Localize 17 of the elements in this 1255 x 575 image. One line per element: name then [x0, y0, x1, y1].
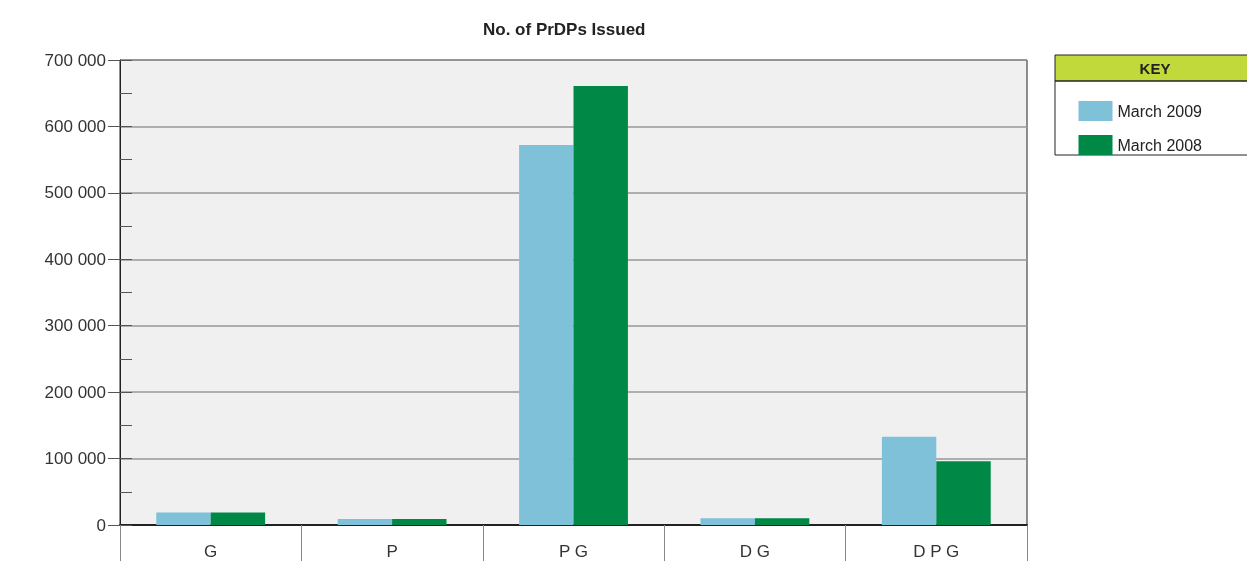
y-tick-label: 500 000 — [44, 183, 106, 203]
x-tick-label: D P G — [913, 542, 960, 561]
y-tick-label: 200 000 — [44, 382, 106, 402]
y-tick-label: 400 000 — [44, 249, 106, 269]
y-tick-label: 100 000 — [44, 449, 106, 469]
x-tick-label: P — [386, 542, 398, 561]
y-tick-label: 300 000 — [44, 316, 106, 336]
legend-title: KEY — [1139, 59, 1171, 77]
y-tick-label: 600 000 — [44, 116, 106, 136]
x-tick-label: D G — [739, 542, 771, 561]
x-tick-label: G — [204, 542, 218, 561]
legend-label: March 2009 — [1117, 102, 1203, 120]
chart-title: No. of PrDPs Issued — [483, 20, 646, 39]
y-tick-label: 0 — [96, 515, 106, 535]
x-tick-label: P G — [559, 542, 588, 561]
legend-label: March 2008 — [1117, 136, 1203, 154]
y-tick-label: 700 000 — [44, 50, 106, 70]
